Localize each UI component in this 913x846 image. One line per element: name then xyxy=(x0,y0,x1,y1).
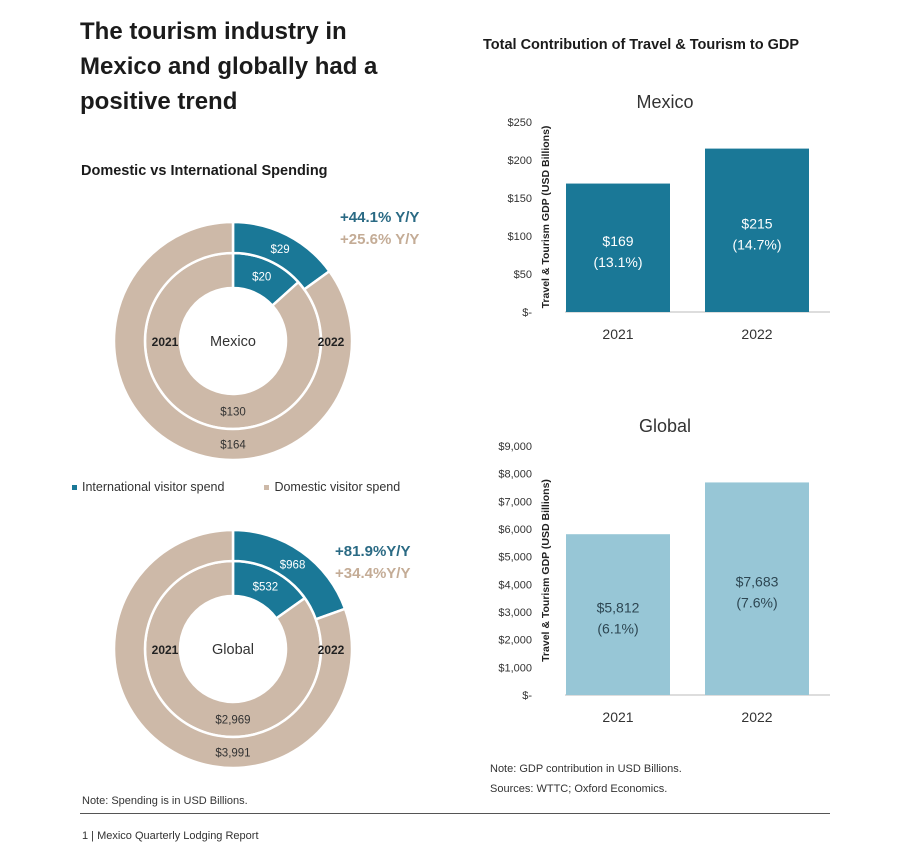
donut-section-title: Domestic vs International Spending xyxy=(81,163,328,179)
global-donut-slice-label-2021-domestic: $2,969 xyxy=(215,715,250,727)
gdp-note: Note: GDP contribution in USD Billions. xyxy=(490,763,682,775)
mexico-bar-bar-value-label: $169 xyxy=(602,233,633,249)
mexico-bar-bar-2022 xyxy=(705,148,809,312)
global-bar-bar-value-label: $5,812 xyxy=(597,600,640,616)
global-bar-y-tick-label: $3,000 xyxy=(498,607,532,619)
global-bar-y-tick-label: $4,000 xyxy=(498,579,532,591)
global-bar-chart: Global Travel & Tourism GDP (USD Billions… xyxy=(498,416,830,725)
global-donut-ring-label-2021: 2021 xyxy=(152,643,179,657)
mexico-donut-slice-label-2021-international: $20 xyxy=(252,272,271,284)
mexico-yoy-annotations: +44.1% Y/Y +25.6% Y/Y xyxy=(340,207,419,251)
mexico-bar-x-tick-label: 2022 xyxy=(741,326,772,342)
global-bar-bar-share-label: (6.1%) xyxy=(597,621,638,637)
global-bar-y-tick-label: $- xyxy=(522,690,532,702)
mexico-bar-bar-2021 xyxy=(566,183,670,312)
mexico-donut-slice-label-2022-domestic: $164 xyxy=(220,440,246,452)
global-bar-bar-value-label: $7,683 xyxy=(736,574,779,590)
global-yoy-annotations: +81.9%Y/Y +34.4%Y/Y xyxy=(335,541,410,585)
mexico-bar-bar-share-label: (13.1%) xyxy=(593,254,642,270)
spending-note: Note: Spending is in USD Billions. xyxy=(82,795,248,807)
global-bar-y-tick-label: $6,000 xyxy=(498,524,532,536)
mexico-bar-y-tick-label: $150 xyxy=(508,193,532,205)
bar-section-title: Total Contribution of Travel & Tourism t… xyxy=(483,37,800,53)
mexico-donut-ring-label-2022: 2022 xyxy=(318,335,345,349)
global-bar-bar-2022 xyxy=(705,482,809,695)
global-donut-chart: $532 $2,969 $968 $3,991 Global 2021 2022 xyxy=(112,528,354,770)
mexico-international-yoy: +44.1% Y/Y xyxy=(340,209,420,226)
mexico-donut-chart: $20 $130 $29 $164 Mexico 2021 2022 xyxy=(112,220,354,462)
mexico-bar-y-tick-label: $200 xyxy=(508,155,532,167)
footer-divider xyxy=(80,813,830,814)
global-bar-y-tick-label: $5,000 xyxy=(498,552,532,564)
global-domestic-yoy: +34.4%Y/Y xyxy=(335,565,411,582)
mexico-bar-bar-share-label: (14.7%) xyxy=(732,236,781,252)
mexico-bar-chart-title: Mexico xyxy=(636,92,693,112)
global-donut-slice-label-2022-international: $968 xyxy=(280,559,306,571)
legend-domestic-label: Domestic visitor spend xyxy=(274,480,401,494)
global-bar-bar-2021 xyxy=(566,534,670,695)
mexico-bar-chart: Mexico Travel & Tourism GDP (USD Billions… xyxy=(508,92,830,342)
global-bar-y-tick-label: $7,000 xyxy=(498,496,532,508)
legend-domestic-swatch xyxy=(264,484,270,490)
mexico-donut-ring-label-2021: 2021 xyxy=(152,335,179,349)
mexico-bar-y-tick-label: $100 xyxy=(508,231,532,243)
page-title: The tourism industry in Mexico and globa… xyxy=(80,18,378,115)
global-donut-ring-label-2022: 2022 xyxy=(318,643,345,657)
global-bar-x-tick-label: 2022 xyxy=(741,709,772,725)
mexico-bar-bar-value-label: $215 xyxy=(741,215,772,231)
global-international-yoy: +81.9%Y/Y xyxy=(335,543,411,560)
legend-domestic: Domestic visitor spend xyxy=(264,480,400,494)
mexico-bar-y-tick-label: $- xyxy=(522,307,532,319)
global-donut-slice-2022-domestic xyxy=(112,528,354,770)
global-bar-bar-share-label: (7.6%) xyxy=(736,595,777,611)
global-bar-chart-title: Global xyxy=(639,416,691,436)
mexico-bar-y-tick-label: $50 xyxy=(514,269,532,281)
mexico-donut-slice-label-2022-international: $29 xyxy=(270,244,289,256)
legend-international-label: International visitor spend xyxy=(82,480,225,494)
global-donut-slice-label-2021-international: $532 xyxy=(253,581,279,593)
mexico-donut-slice-2022-domestic xyxy=(112,220,354,462)
legend-international: International visitor spend xyxy=(72,480,224,494)
global-bar-y-tick-label: $9,000 xyxy=(498,441,532,453)
mexico-donut-slice-label-2021-domestic: $130 xyxy=(220,407,246,419)
sources-note: Sources: WTTC; Oxford Economics. xyxy=(490,783,668,795)
mexico-bar-x-tick-label: 2021 xyxy=(602,326,633,342)
mexico-bar-y-axis-label: Travel & Tourism GDP (USD Billions) xyxy=(540,126,552,309)
global-bar-y-tick-label: $1,000 xyxy=(498,662,532,674)
mexico-domestic-yoy: +25.6% Y/Y xyxy=(340,231,420,248)
global-bar-y-axis-label: Travel & Tourism GDP (USD Billions) xyxy=(540,479,552,662)
legend-international-swatch xyxy=(72,484,77,490)
global-bar-y-tick-label: $2,000 xyxy=(498,635,532,647)
donut-legend: International visitor spend Domestic vis… xyxy=(72,480,400,494)
footer-text: 1 | Mexico Quarterly Lodging Report xyxy=(82,830,259,842)
global-donut-center-label: Global xyxy=(212,642,254,658)
mexico-bar-y-tick-label: $250 xyxy=(508,117,532,129)
mexico-donut-center-label: Mexico xyxy=(210,334,256,350)
global-bar-x-tick-label: 2021 xyxy=(602,709,633,725)
global-bar-y-tick-label: $8,000 xyxy=(498,469,532,481)
global-donut-slice-label-2022-domestic: $3,991 xyxy=(215,748,250,760)
